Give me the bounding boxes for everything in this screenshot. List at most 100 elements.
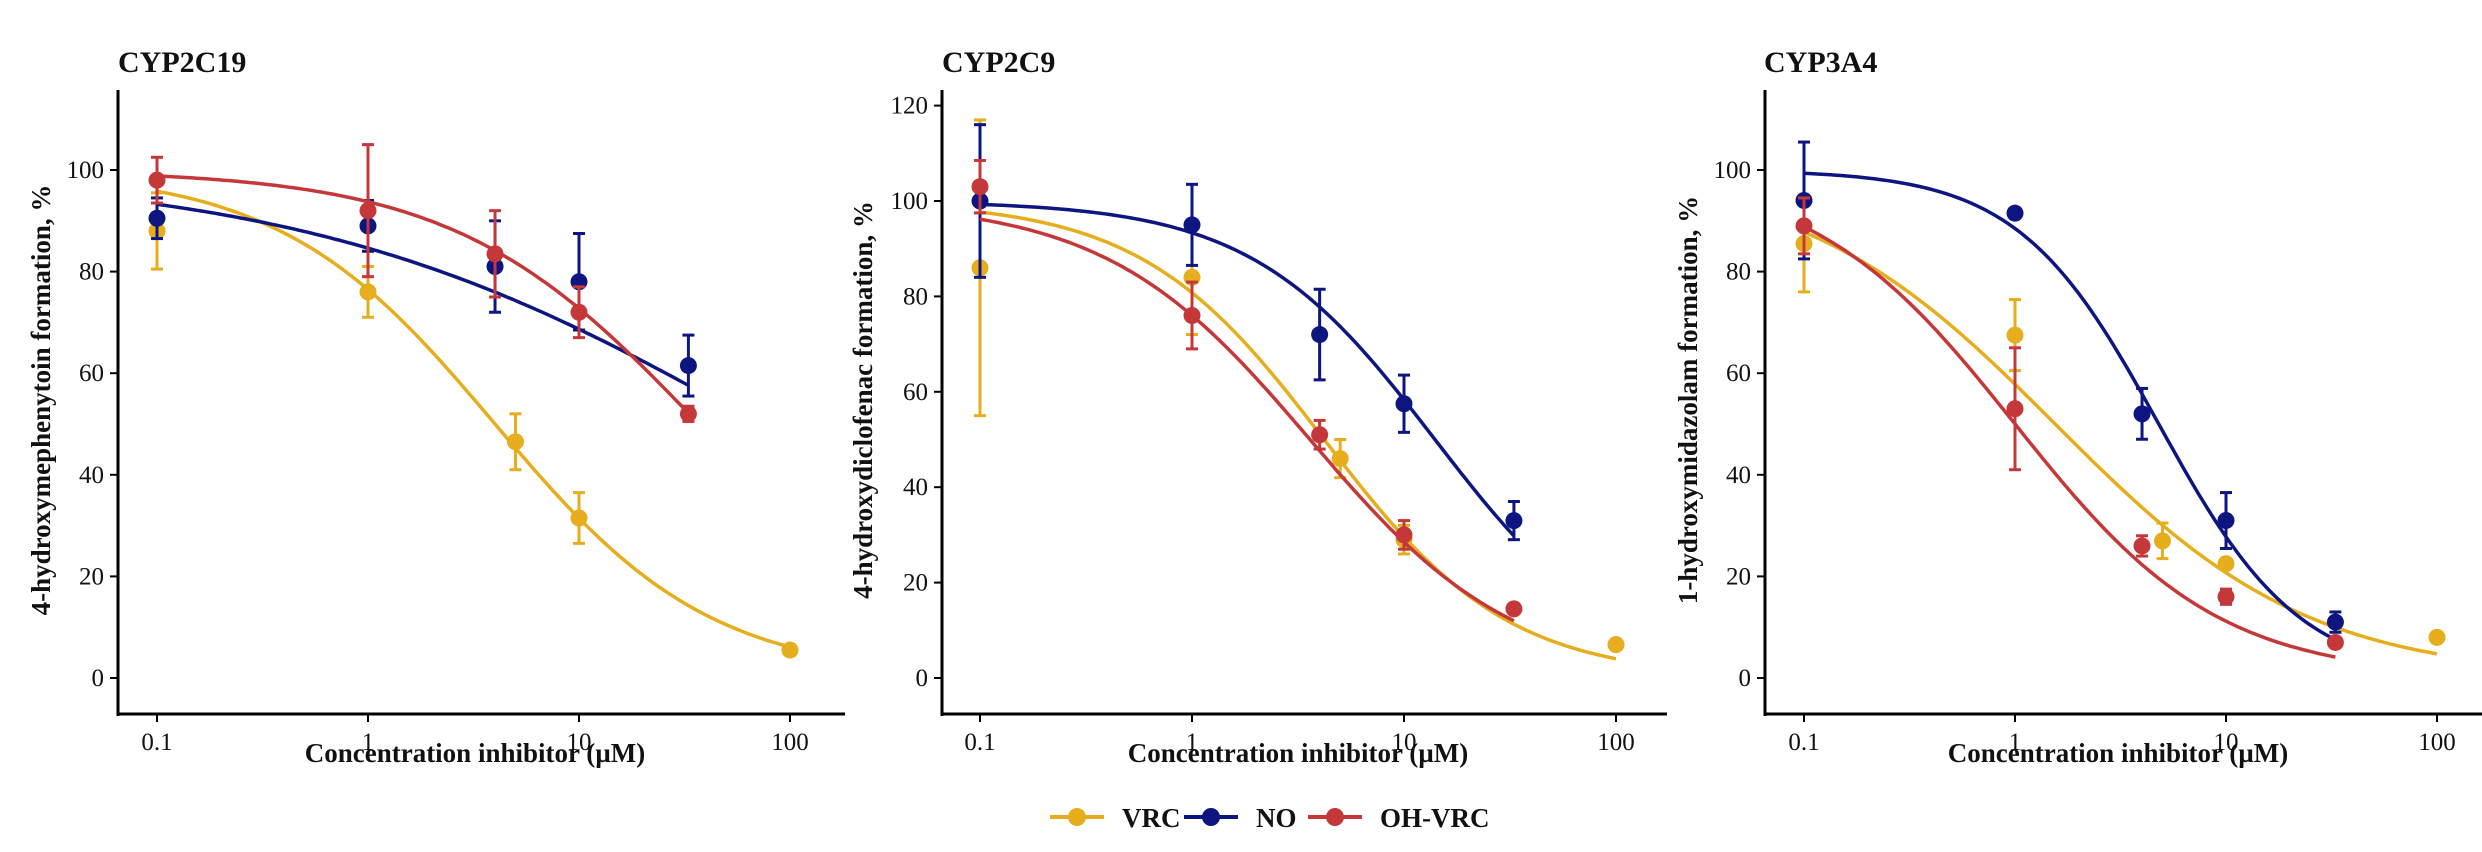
y-tick-label: 100 (1714, 157, 1752, 184)
y-tick-label: 0 (1739, 665, 1752, 692)
x-tick-label: 1 (1186, 729, 1199, 756)
panel-cyp2c19: CYP2C19 4-hydroxymephenytoin formation, … (26, 46, 845, 768)
y-tick-label: 40 (79, 462, 104, 489)
y-tick-label: 60 (1726, 360, 1751, 387)
data-point (679, 357, 697, 375)
data-point (1505, 600, 1523, 618)
fit-curve (979, 210, 1617, 661)
x-tick-label: 10 (2214, 729, 2239, 756)
axes: 0 20 40 60 80 100 0.1 1 10 100 (67, 90, 845, 756)
data-point (2217, 588, 2235, 606)
data-point (2153, 532, 2171, 550)
panel-cyp2c9: CYP2C9 4-hydroxydiclofenac formation, % … (848, 46, 1667, 768)
fit-curve (156, 189, 791, 649)
series-oh-vrc (1795, 196, 2344, 659)
panel-title: CYP2C9 (942, 46, 1055, 79)
data-point (2006, 400, 2024, 418)
fit-curve (979, 217, 1515, 623)
x-tick-label: 0.1 (964, 729, 995, 756)
data-point (148, 171, 166, 189)
x-axis-title: Concentration inhibitor (µM) (1128, 738, 1469, 768)
data-point (1505, 512, 1523, 530)
y-tick-label: 60 (903, 379, 928, 406)
fit-curve (156, 202, 690, 387)
series-oh-vrc (971, 158, 1523, 623)
data-point (2217, 512, 2235, 530)
plot-area (148, 143, 799, 659)
data-point (1395, 395, 1413, 413)
data-point (1331, 450, 1349, 468)
data-point (2133, 537, 2151, 555)
data-point (359, 202, 377, 220)
data-point (570, 303, 588, 321)
data-point (2428, 628, 2446, 646)
y-tick-label: 20 (79, 563, 104, 590)
legend-item-vrc: VRC (1050, 803, 1181, 833)
data-point (486, 245, 504, 263)
y-tick-label: 120 (891, 93, 929, 120)
legend-label: OH-VRC (1380, 803, 1490, 833)
fit-curve (156, 174, 690, 415)
data-point (1311, 326, 1329, 344)
y-tick-label: 20 (903, 570, 928, 597)
data-point (2326, 633, 2344, 651)
legend-item-no: NO (1184, 803, 1297, 833)
fit-curve (979, 202, 1516, 538)
x-tick-label: 100 (2418, 729, 2456, 756)
y-tick-label: 100 (67, 157, 105, 184)
y-tick-label: 20 (1726, 563, 1751, 590)
series-vrc (1795, 193, 2446, 656)
series-no (1795, 140, 2344, 642)
y-tick-label: 0 (916, 665, 929, 692)
data-point (1795, 217, 1813, 235)
data-point (570, 509, 588, 527)
plot-area (971, 118, 1625, 661)
series-vrc (148, 189, 799, 659)
y-tick-label: 80 (903, 283, 928, 310)
fit-curve (1803, 225, 2336, 659)
fit-curve (1803, 171, 2337, 642)
x-axis-title: Concentration inhibitor (µM) (305, 738, 646, 768)
legend-marker (1202, 808, 1220, 826)
series-no (148, 196, 697, 398)
data-point (679, 405, 697, 423)
x-tick-label: 100 (771, 729, 809, 756)
x-tick-label: 0.1 (1788, 729, 1819, 756)
legend-marker (1068, 808, 1086, 826)
legend-label: NO (1256, 803, 1297, 833)
panel-title: CYP2C19 (118, 46, 246, 79)
x-tick-label: 10 (567, 729, 592, 756)
data-point (2006, 204, 2024, 222)
y-tick-label: 80 (1726, 259, 1751, 286)
x-tick-label: 10 (1392, 729, 1417, 756)
x-tick-label: 1 (362, 729, 375, 756)
data-point (781, 641, 799, 659)
legend-marker (1326, 808, 1344, 826)
data-point (359, 283, 377, 301)
axes: 0 20 40 60 80 100 0.1 1 10 100 (1714, 90, 2482, 756)
legend-label: VRC (1122, 803, 1181, 833)
data-point (1311, 426, 1329, 444)
data-point (148, 209, 166, 227)
panel-title: CYP3A4 (1764, 46, 1877, 79)
y-axis-title: 4-hydroxydiclofenac formation, % (848, 201, 878, 599)
series-vrc (971, 118, 1625, 661)
series-oh-vrc (148, 143, 697, 423)
data-point (1183, 216, 1201, 234)
legend: VRC NO OH-VRC (1050, 803, 1490, 833)
x-tick-label: 1 (2009, 729, 2022, 756)
plot-area (1795, 140, 2446, 659)
y-tick-label: 40 (1726, 462, 1751, 489)
y-tick-label: 80 (79, 259, 104, 286)
x-tick-label: 0.1 (141, 729, 172, 756)
data-point (1183, 306, 1201, 324)
data-point (2217, 555, 2235, 573)
axes: 0 20 40 60 80 100 120 0.1 1 10 100 (891, 90, 1667, 756)
data-point (1607, 636, 1625, 654)
y-axis-title: 1-hydroxymidazolam formation, % (1673, 196, 1703, 604)
y-tick-label: 40 (903, 474, 928, 501)
data-point (2006, 326, 2024, 344)
data-point (1395, 526, 1413, 544)
data-point (2326, 613, 2344, 631)
